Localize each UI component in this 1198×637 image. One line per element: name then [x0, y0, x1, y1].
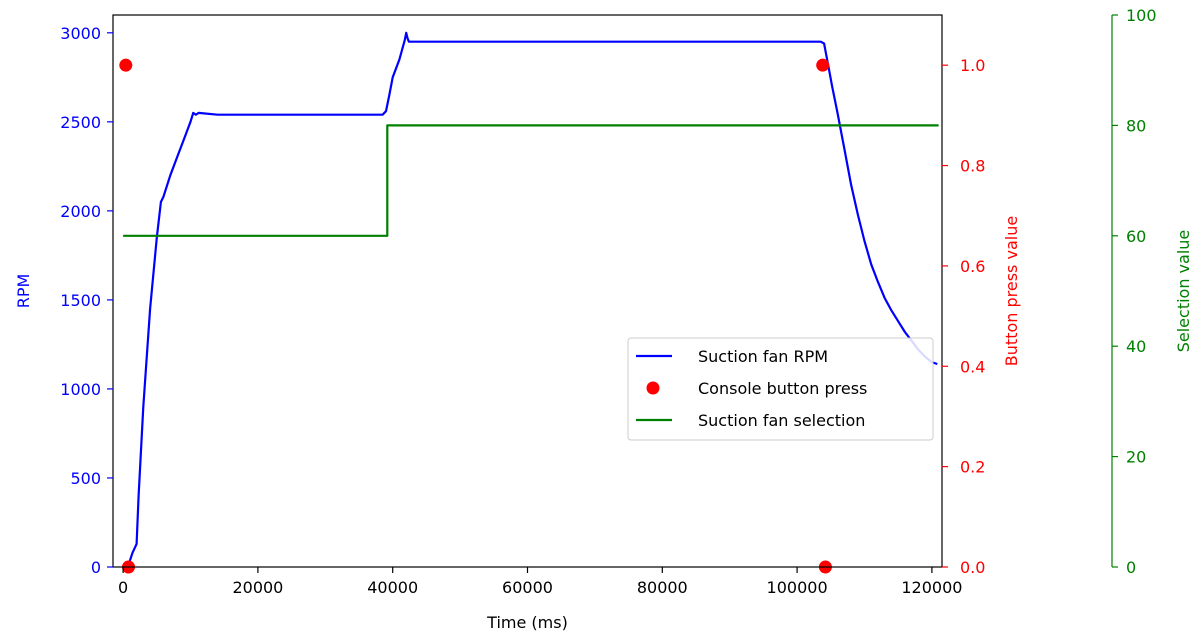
right-axis-title: Button press value [1002, 216, 1021, 366]
rpm-line [126, 31, 938, 568]
x-tick-label: 60000 [502, 578, 553, 597]
x-tick-label: 120000 [901, 578, 962, 597]
legend-marker-scatter [646, 381, 660, 395]
far-right-tick-label: 20 [1126, 448, 1146, 467]
left-tick-label: 2000 [60, 202, 101, 221]
legend-label: Console button press [698, 379, 867, 398]
far-right-axis-title: Selection value [1174, 230, 1193, 353]
left-tick-label: 0 [91, 558, 101, 577]
right-tick-label: 0.4 [960, 357, 985, 376]
button-press-point [119, 58, 133, 72]
selection-line [123, 124, 939, 237]
plot-frame [112, 14, 943, 568]
x-tick-label: 100000 [767, 578, 828, 597]
legend-label: Suction fan selection [698, 411, 865, 430]
right-tick-label: 0.2 [960, 458, 985, 477]
x-axis-title: Time (ms) [486, 613, 568, 632]
far-right-tick-label: 80 [1126, 116, 1146, 135]
button-press-point [816, 58, 830, 72]
left-tick-label: 2500 [60, 113, 101, 132]
left-axis-title: RPM [14, 274, 33, 309]
x-tick-label: 40000 [367, 578, 418, 597]
far-right-tick-label: 60 [1126, 227, 1146, 246]
right-tick-label: 0.6 [960, 257, 985, 276]
left-tick-label: 1000 [60, 380, 101, 399]
legend-box [627, 337, 934, 441]
series-layer [119, 31, 939, 574]
left-tick-label: 3000 [60, 24, 101, 43]
x-tick-label: 20000 [232, 578, 283, 597]
legend-label: Suction fan RPM [698, 347, 828, 366]
left-tick-label: 500 [70, 469, 101, 488]
right-tick-label: 1.0 [960, 56, 985, 75]
x-tick-label: 0 [118, 578, 128, 597]
far-right-tick-label: 0 [1126, 558, 1136, 577]
legend: Suction fan RPM Console button press Sucti… [627, 337, 934, 441]
far-right-tick-label: 100 [1126, 6, 1157, 25]
left-tick-label: 1500 [60, 291, 101, 310]
x-tick-label: 80000 [637, 578, 688, 597]
right-tick-label: 0.8 [960, 157, 985, 176]
far-right-tick-label: 40 [1126, 337, 1146, 356]
right-tick-label: 0.0 [960, 558, 985, 577]
